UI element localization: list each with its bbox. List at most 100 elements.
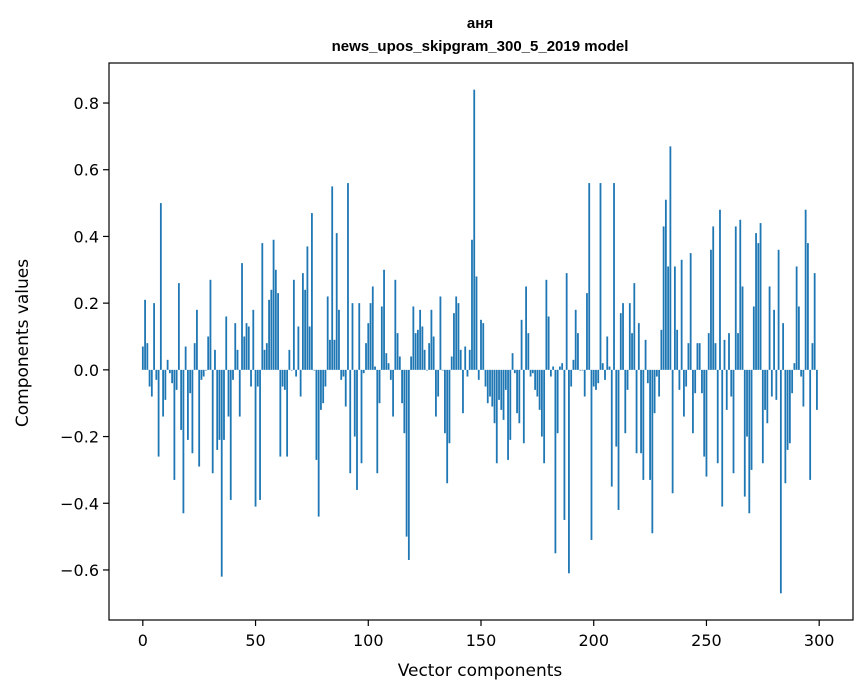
bar-94 — [353, 369, 356, 437]
bar-232 — [664, 199, 667, 370]
bar-59 — [274, 269, 277, 370]
bar-78 — [317, 369, 320, 517]
bar-237 — [676, 329, 679, 370]
bar-221 — [640, 369, 642, 454]
bar-40 — [232, 369, 234, 380]
bar-169 — [522, 369, 525, 444]
bar-288 — [791, 369, 794, 394]
bar-9 — [162, 369, 165, 417]
bar-18 — [182, 369, 185, 514]
bar-171 — [527, 333, 530, 370]
bar-62 — [281, 369, 284, 387]
bar-184 — [556, 369, 559, 434]
bar-32 — [214, 349, 216, 370]
x-tick-label: 0 — [138, 631, 148, 650]
bar-235 — [671, 369, 674, 494]
bar-25 — [198, 369, 201, 467]
x-tick-label: 250 — [691, 631, 722, 650]
bar-289 — [793, 363, 796, 370]
bar-74 — [308, 326, 311, 370]
bar-92 — [349, 369, 352, 474]
y-tick-label: −0.4 — [60, 494, 99, 513]
bar-67 — [292, 279, 295, 370]
bar-33 — [216, 369, 219, 450]
bar-189 — [568, 369, 570, 574]
bar-23 — [193, 343, 196, 370]
bar-249 — [703, 369, 706, 457]
bar-153 — [486, 369, 489, 404]
bar-112 — [394, 279, 397, 370]
bar-138 — [453, 313, 455, 370]
bar-72 — [304, 289, 307, 370]
bar-175 — [536, 369, 539, 397]
bar-198 — [588, 183, 591, 370]
bar-65 — [288, 349, 291, 370]
bar-194 — [579, 369, 582, 371]
bar-212 — [619, 313, 622, 370]
bar-255 — [716, 369, 719, 464]
bar-60 — [277, 293, 279, 370]
x-tick-label: 50 — [245, 631, 265, 650]
bar-100 — [367, 323, 370, 370]
bars-group — [141, 89, 818, 594]
bar-152 — [484, 369, 487, 387]
bar-128 — [430, 309, 433, 370]
bar-133 — [441, 369, 444, 371]
bar-176 — [538, 369, 541, 410]
bar-111 — [392, 369, 394, 417]
bar-141 — [459, 349, 462, 370]
bar-228 — [655, 369, 658, 377]
bar-279 — [770, 369, 773, 397]
bar-277 — [766, 369, 769, 424]
bar-51 — [256, 369, 259, 387]
bar-71 — [301, 273, 304, 370]
bar-294 — [804, 209, 807, 370]
bar-136 — [448, 369, 451, 444]
bar-291 — [797, 306, 800, 370]
bar-144 — [466, 369, 469, 377]
bar-251 — [707, 333, 710, 370]
bar-178 — [543, 369, 546, 464]
bar-39 — [229, 369, 232, 500]
bar-181 — [549, 369, 552, 377]
bar-37 — [225, 316, 228, 370]
bar-15 — [175, 369, 178, 390]
bar-273 — [757, 243, 760, 370]
bar-240 — [683, 369, 685, 417]
bar-168 — [520, 319, 523, 370]
bar-85 — [333, 339, 336, 370]
bar-274 — [759, 223, 762, 370]
bar-58 — [272, 239, 275, 370]
bar-264 — [737, 333, 739, 370]
bar-96 — [358, 303, 361, 370]
bar-115 — [401, 369, 403, 404]
bar-230 — [660, 329, 663, 370]
bar-266 — [741, 286, 744, 370]
bar-105 — [378, 369, 381, 404]
bar-174 — [534, 369, 537, 390]
bar-117 — [405, 369, 408, 537]
bar-98 — [362, 369, 365, 374]
bar-204 — [601, 363, 604, 370]
bar-143 — [464, 346, 467, 370]
bar-46 — [245, 323, 248, 370]
bar-154 — [489, 369, 491, 397]
bar-234 — [669, 146, 672, 370]
bar-113 — [396, 333, 399, 370]
bar-102 — [371, 286, 374, 370]
bar-186 — [561, 363, 564, 370]
bar-19 — [184, 346, 187, 370]
bar-250 — [705, 369, 708, 477]
bar-148 — [475, 276, 478, 370]
bar-116 — [403, 369, 406, 434]
bar-16 — [177, 283, 180, 370]
bar-135 — [446, 369, 449, 484]
bar-95 — [356, 369, 358, 490]
y-tick-label: 0.4 — [74, 227, 99, 246]
bar-226 — [651, 369, 654, 534]
bar-160 — [502, 369, 505, 420]
bar-26 — [200, 369, 203, 380]
y-tick-label: −0.6 — [60, 561, 99, 580]
bar-110 — [389, 369, 392, 380]
bar-220 — [637, 323, 640, 370]
